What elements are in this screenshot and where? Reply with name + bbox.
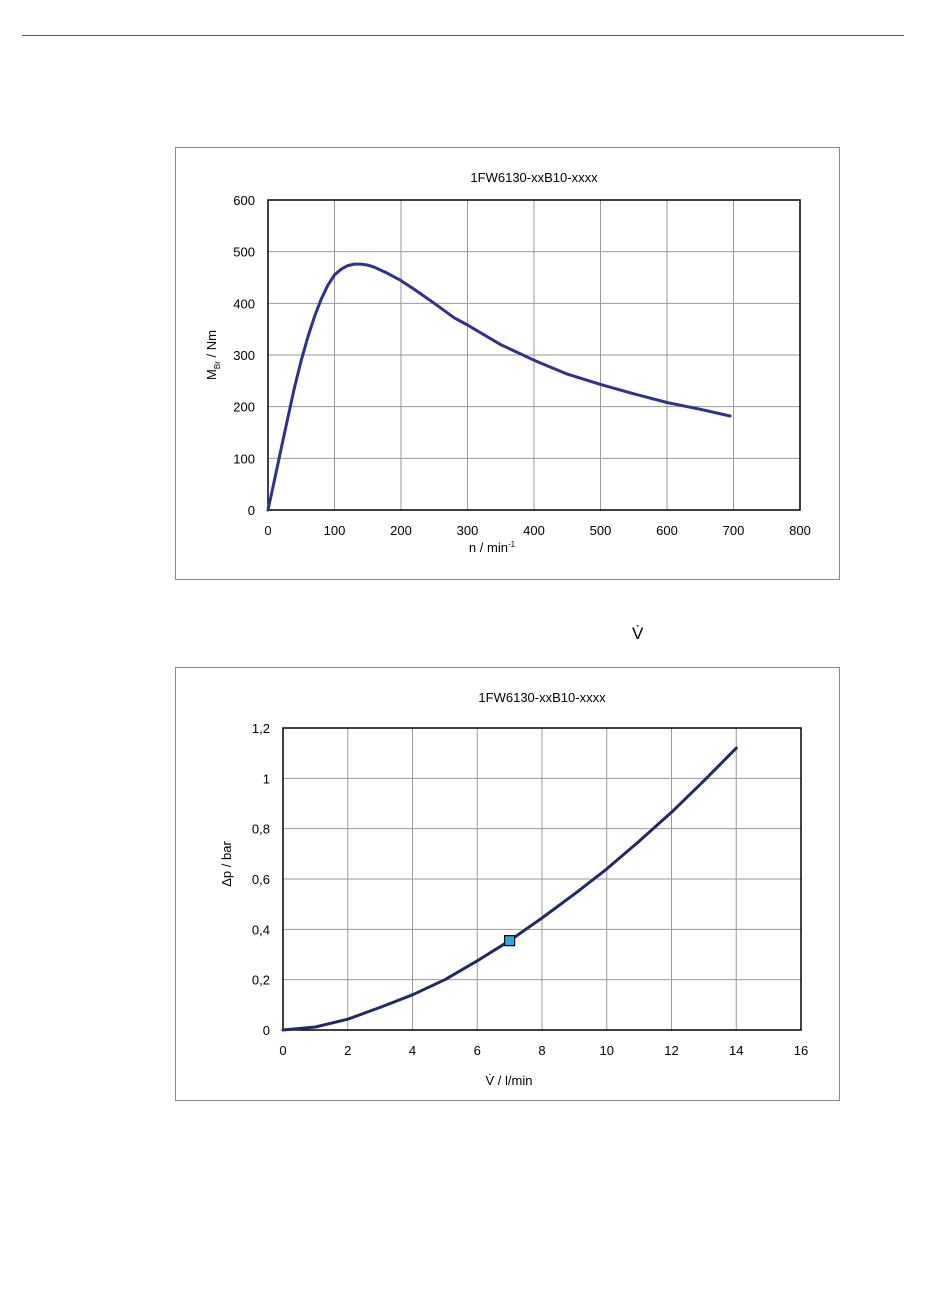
data-point: [273, 478, 276, 480]
y-tick-label: 0,2: [252, 973, 270, 988]
data-point: [386, 272, 389, 275]
x-tick-label: 500: [590, 523, 612, 538]
data-point: [573, 893, 576, 895]
data-point: [373, 266, 376, 268]
x-tick-label: 16: [794, 1043, 808, 1058]
data-point: [313, 315, 316, 318]
data-point: [476, 959, 479, 962]
data-point: [413, 288, 416, 291]
data-point: [599, 383, 602, 386]
series-line: [266, 262, 732, 512]
data-point: [533, 359, 535, 361]
x-tick-label: 10: [600, 1043, 614, 1058]
data-point: [638, 840, 640, 843]
x-axis-label: V̇ / l/min: [486, 1073, 533, 1088]
data-point: [466, 324, 469, 326]
y-tick-label: 500: [233, 245, 255, 260]
y-tick-label: 100: [233, 451, 255, 466]
data-point: [280, 447, 283, 449]
pressure-drop-plot: 1FW6130-xxB10-xxxx 0 2 4 6 8 10 12 14 16 0 0,2 0,4 0,…: [219, 690, 808, 1088]
page-top-rule: [22, 35, 904, 36]
data-point: [632, 392, 635, 395]
plot-area-border: [267, 199, 801, 511]
data-point: [333, 274, 336, 276]
data-point: [287, 416, 289, 418]
x-tick-label: 200: [390, 523, 412, 538]
x-tick-label: 600: [656, 523, 678, 538]
data-point: [411, 993, 414, 996]
x-tick-label: 400: [523, 523, 545, 538]
flow-rate-symbol: V̇: [632, 624, 644, 643]
y-tick-label: 0,6: [252, 872, 270, 887]
data-point: [327, 284, 329, 287]
data-point: [379, 1006, 381, 1009]
y-tick-label: 0: [248, 503, 255, 518]
data-point: [346, 1018, 349, 1020]
x-axis-label-main: n / min: [469, 540, 508, 555]
data-point: [353, 263, 356, 265]
x-axis-label: n / min-1: [469, 540, 516, 555]
data-point: [320, 298, 322, 300]
data-point: [605, 868, 608, 870]
y-tick-label: 600: [233, 193, 255, 208]
y-tick-label: 1: [263, 771, 270, 786]
y-tick-label: 0: [263, 1023, 270, 1038]
data-point: [666, 401, 668, 404]
data-point: [729, 415, 731, 417]
x-axis-label-sup: -1: [508, 540, 516, 549]
y-axis-label: MBr / Nm: [204, 330, 222, 380]
x-tick-label: 6: [474, 1043, 481, 1058]
data-point: [499, 343, 502, 346]
braking-torque-plot: 1FW6130-xxB10-xxxx 0 100 200 300 400 500 600 700…: [204, 170, 811, 555]
y-tick-label: 0,4: [252, 922, 270, 937]
data-point: [307, 336, 309, 338]
operating-point-marker: [504, 935, 516, 947]
braking-torque-chart: 1FW6130-xxB10-xxxx 0 100 200 300 400 500 600 700…: [175, 147, 840, 580]
x-tick-label: 800: [789, 523, 811, 538]
y-axis-label-sub: Br: [213, 361, 222, 369]
data-point: [699, 408, 702, 411]
y-axis-label-main: M: [204, 369, 219, 380]
data-point: [360, 263, 362, 265]
x-tick-label: 700: [723, 523, 745, 538]
data-point: [566, 373, 569, 375]
y-axis-label: Δp / bar: [219, 841, 234, 887]
data-point: [267, 509, 269, 511]
x-tick-label: 300: [457, 523, 479, 538]
plot-area-border: [282, 727, 802, 1031]
x-tick-label: 0: [279, 1043, 286, 1058]
y-tick-label: 200: [233, 400, 255, 415]
data-point: [703, 780, 705, 782]
y-tick-label: 400: [233, 296, 255, 311]
data-point: [444, 978, 446, 981]
data-point: [433, 302, 436, 305]
data-point: [366, 264, 369, 266]
y-tick-label: 1,2: [252, 721, 270, 736]
data-point: [314, 1026, 317, 1028]
data-point: [735, 747, 738, 749]
data-point: [541, 917, 543, 919]
x-tick-label: 0: [264, 523, 271, 538]
y-tick-label: 0,8: [252, 822, 270, 837]
x-tick-label: 12: [664, 1043, 678, 1058]
y-axis-label-tail: / Nm: [204, 330, 219, 361]
data-point: [453, 317, 456, 319]
x-tick-label: 2: [344, 1043, 351, 1058]
chart-title: 1FW6130-xxB10-xxxx: [470, 170, 598, 185]
x-tick-label: 100: [324, 523, 346, 538]
x-tick-label: 8: [538, 1043, 545, 1058]
x-tick-label: 14: [729, 1043, 743, 1058]
series-line: [281, 746, 738, 1032]
pressure-drop-chart: 1FW6130-xxB10-xxxx 0 2 4 6 8 10 12 14 16 0 0,2 0,4 0,…: [175, 667, 840, 1101]
data-point: [347, 264, 349, 267]
data-point: [670, 811, 673, 814]
data-point: [282, 1029, 284, 1031]
data-point: [400, 279, 402, 282]
y-tick-label: 300: [233, 348, 255, 363]
data-point: [340, 268, 342, 271]
data-point: [293, 386, 296, 388]
data-point: [300, 359, 303, 361]
x-tick-label: 4: [409, 1043, 416, 1058]
chart-title: 1FW6130-xxB10-xxxx: [478, 690, 606, 705]
